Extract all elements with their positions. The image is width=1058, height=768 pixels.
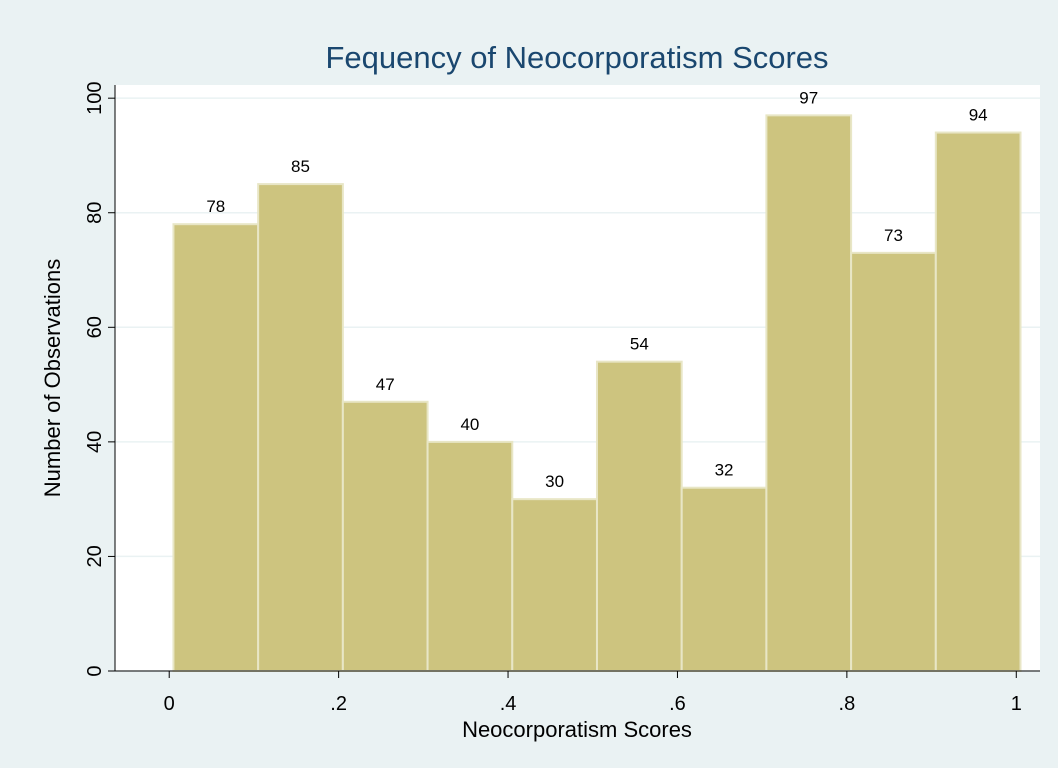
value-label: 78 (206, 197, 225, 216)
value-label: 30 (545, 472, 564, 491)
y-axis-label: Number of Observations (40, 259, 65, 497)
x-tick-label: .4 (500, 693, 517, 715)
value-label: 97 (799, 88, 818, 107)
value-label: 85 (291, 157, 310, 176)
bar (680, 486, 768, 672)
bar (934, 131, 1022, 672)
bar (765, 114, 853, 672)
y-tick-label: 100 (84, 81, 106, 114)
y-tick-label: 80 (84, 202, 106, 224)
chart-title: Fequency of Neocorporatism Scores (325, 40, 828, 75)
y-tick-label: 60 (84, 316, 106, 338)
x-tick-label: .8 (839, 693, 856, 715)
bar (511, 498, 598, 672)
x-axis-label: Neocorporatism Scores (462, 717, 692, 742)
bar (341, 400, 429, 672)
value-label: 73 (884, 226, 903, 245)
value-label: 54 (630, 335, 649, 354)
y-tick-label: 0 (84, 665, 106, 676)
value-label: 47 (376, 375, 395, 394)
y-tick-label: 40 (84, 431, 106, 453)
bar (426, 440, 514, 672)
value-label: 94 (969, 106, 988, 125)
x-tick-label: .6 (669, 693, 686, 715)
x-tick-label: 0 (164, 693, 175, 715)
x-tick-label: .2 (330, 693, 347, 715)
bar (850, 251, 937, 672)
bar (172, 223, 260, 673)
x-tick-label: 1 (1011, 693, 1022, 715)
bar (595, 360, 683, 672)
y-tick-label: 20 (84, 545, 106, 567)
bar (257, 183, 344, 672)
value-label: 40 (460, 415, 479, 434)
value-label: 32 (715, 461, 734, 480)
